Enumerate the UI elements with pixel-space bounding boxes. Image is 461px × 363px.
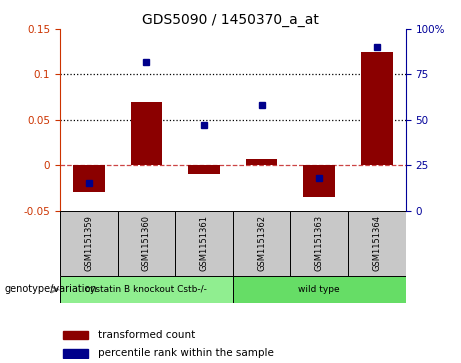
Bar [246, 159, 278, 165]
Text: GSM1151359: GSM1151359 [84, 215, 93, 271]
Bar [233, 211, 290, 276]
Text: percentile rank within the sample: percentile rank within the sample [98, 348, 274, 358]
Text: genotype/variation: genotype/variation [5, 285, 97, 294]
Bar [64, 331, 88, 339]
Bar [303, 165, 335, 197]
Bar [130, 102, 162, 165]
Text: GDS5090 / 1450370_a_at: GDS5090 / 1450370_a_at [142, 13, 319, 27]
Text: GSM1151361: GSM1151361 [200, 215, 208, 271]
Text: cystatin B knockout Cstb-/-: cystatin B knockout Cstb-/- [85, 285, 207, 294]
Bar [73, 165, 105, 192]
Text: GSM1151362: GSM1151362 [257, 215, 266, 271]
Bar [64, 349, 88, 358]
Bar [60, 211, 118, 276]
Text: GSM1151364: GSM1151364 [372, 215, 381, 271]
Bar [290, 211, 348, 276]
Bar [233, 276, 406, 303]
Bar [175, 211, 233, 276]
Bar [348, 211, 406, 276]
Text: GSM1151363: GSM1151363 [315, 215, 324, 271]
Text: transformed count: transformed count [98, 330, 195, 340]
Text: GSM1151360: GSM1151360 [142, 215, 151, 271]
Bar [188, 165, 220, 174]
Bar [361, 52, 393, 165]
Bar [60, 276, 233, 303]
Bar [118, 211, 175, 276]
Text: wild type: wild type [298, 285, 340, 294]
